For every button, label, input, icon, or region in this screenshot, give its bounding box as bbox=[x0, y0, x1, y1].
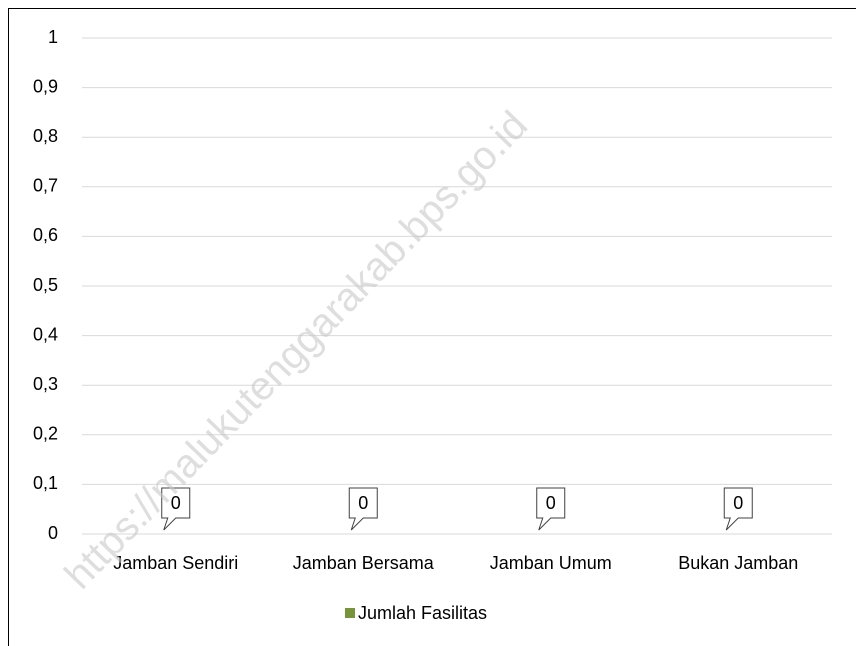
y-tick-label: 0,8 bbox=[33, 126, 58, 146]
y-tick-label: 0,9 bbox=[33, 76, 58, 96]
x-tick-label: Bukan Jamban bbox=[678, 553, 798, 573]
data-label: 0 bbox=[171, 493, 181, 513]
legend-swatch bbox=[345, 608, 355, 618]
y-tick-label: 0,4 bbox=[33, 324, 58, 344]
x-tick-label: Jamban Sendiri bbox=[113, 553, 238, 573]
y-tick-label: 0,7 bbox=[33, 176, 58, 196]
data-label: 0 bbox=[733, 493, 743, 513]
y-tick-label: 0,1 bbox=[33, 473, 58, 493]
data-label-callout bbox=[536, 487, 566, 531]
x-tick-label: Jamban Umum bbox=[490, 553, 612, 573]
legend-label: Jumlah Fasilitas bbox=[358, 603, 487, 623]
watermark: https://malukutenggarakab.bps.go.id bbox=[56, 103, 536, 597]
data-label-callout bbox=[348, 487, 378, 531]
y-tick-label: 1 bbox=[48, 27, 58, 47]
data-label-callout bbox=[723, 487, 753, 531]
y-tick-label: 0,3 bbox=[33, 374, 58, 394]
chart-border bbox=[8, 8, 856, 646]
data-label: 0 bbox=[358, 493, 368, 513]
y-tick-label: 0 bbox=[48, 523, 58, 543]
data-label-callout bbox=[161, 487, 191, 531]
x-tick-label: Jamban Bersama bbox=[293, 553, 435, 573]
y-tick-label: 0,2 bbox=[33, 424, 58, 444]
y-tick-label: 0,6 bbox=[33, 225, 58, 245]
data-label: 0 bbox=[546, 493, 556, 513]
y-tick-label: 0,5 bbox=[33, 275, 58, 295]
